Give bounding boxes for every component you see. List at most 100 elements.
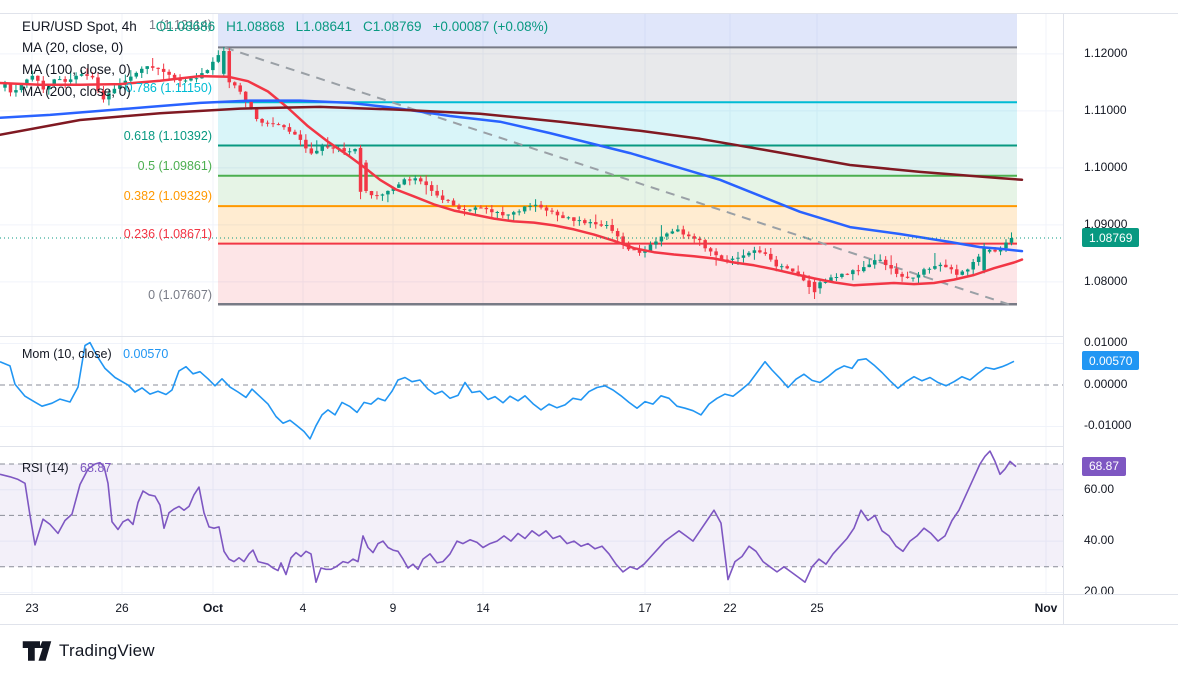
momentum-pane[interactable] bbox=[0, 336, 1063, 446]
candle-body bbox=[216, 55, 221, 62]
candle-body bbox=[440, 195, 445, 200]
time-axis[interactable]: 23 26 Oct 4 9 14 17 22 25 Nov bbox=[0, 594, 1178, 624]
tradingview-brand-text: TradingView bbox=[59, 641, 155, 660]
candle-body bbox=[150, 66, 155, 68]
candle-body bbox=[309, 148, 314, 154]
candle-body bbox=[648, 244, 653, 251]
candle-body bbox=[511, 212, 516, 215]
candle-body bbox=[293, 131, 297, 135]
price-pane[interactable] bbox=[0, 14, 1063, 336]
candle-body bbox=[572, 217, 576, 221]
candle-body bbox=[752, 250, 757, 253]
fib-label: 1 (1.12114) bbox=[148, 18, 212, 32]
candle-body bbox=[829, 277, 833, 282]
candle-body bbox=[659, 236, 664, 242]
candle-body bbox=[194, 78, 199, 80]
time-label-22: 22 bbox=[723, 601, 737, 615]
candle-body bbox=[30, 75, 35, 80]
fib-label: 0.786 (1.11150) bbox=[125, 81, 212, 95]
rsi-tick: 40.00 bbox=[1084, 533, 1115, 548]
candle-body bbox=[260, 119, 264, 123]
candle-body bbox=[566, 217, 571, 219]
candle-body bbox=[364, 162, 368, 191]
candle-body bbox=[14, 90, 18, 93]
candle-body bbox=[435, 190, 439, 196]
candle-body bbox=[883, 259, 888, 265]
price-tick: 1.12000 bbox=[1084, 45, 1128, 60]
candle-body bbox=[161, 68, 166, 72]
candle-body bbox=[1004, 242, 1008, 249]
time-label-nov: Nov bbox=[1034, 601, 1058, 615]
price-tick: 1.08000 bbox=[1084, 273, 1128, 288]
candle-body bbox=[834, 277, 839, 278]
pane-divider-rsi[interactable] bbox=[0, 446, 1063, 447]
candle-body bbox=[408, 179, 412, 181]
candle-body bbox=[473, 207, 478, 210]
candle-body bbox=[867, 264, 872, 268]
candle-body bbox=[987, 249, 992, 252]
candle-body bbox=[57, 79, 62, 81]
candle-body bbox=[386, 190, 390, 195]
candle-body bbox=[971, 262, 975, 270]
candle-body bbox=[468, 209, 472, 211]
candle-body bbox=[528, 205, 532, 207]
momentum-legend[interactable]: Mom (10, close) 0.00570 bbox=[22, 347, 168, 361]
momentum-tick: 0.01000 bbox=[1084, 335, 1128, 350]
momentum-label: Mom (10, close) bbox=[22, 347, 112, 361]
time-label-9: 9 bbox=[389, 601, 397, 615]
candle-body bbox=[391, 187, 396, 191]
candle-body bbox=[347, 151, 352, 153]
candle-body bbox=[3, 84, 7, 88]
fib-band bbox=[218, 175, 1017, 207]
momentum-line bbox=[0, 341, 1015, 440]
fib-band bbox=[218, 243, 1017, 305]
candle-body bbox=[949, 267, 954, 270]
ohlc-high: H1.08868 bbox=[226, 19, 285, 34]
candle-body bbox=[741, 255, 746, 258]
candle-body bbox=[490, 209, 494, 213]
ma200-line bbox=[0, 105, 1024, 182]
ma100-legend[interactable]: MA (100, close, 0) bbox=[22, 62, 131, 77]
rsi-legend[interactable]: RSI (14) 68.87 bbox=[22, 461, 111, 475]
candle-body bbox=[19, 84, 24, 91]
candle-body bbox=[812, 281, 817, 293]
candle-body bbox=[594, 222, 598, 225]
candle-body bbox=[976, 256, 981, 262]
symbol-title[interactable]: EUR/USD Spot, 4h bbox=[22, 19, 137, 34]
candle-body bbox=[304, 139, 308, 149]
pane-divider-momentum[interactable] bbox=[0, 336, 1063, 337]
candle-body bbox=[774, 259, 779, 267]
candle-body bbox=[276, 124, 281, 126]
candle-body bbox=[851, 270, 855, 275]
candle-body bbox=[533, 204, 538, 206]
candle-body bbox=[561, 215, 565, 219]
candle-body bbox=[211, 61, 215, 71]
price-tick: 1.10000 bbox=[1084, 159, 1128, 174]
tradingview-logo-icon bbox=[22, 641, 52, 661]
candle-body bbox=[90, 75, 95, 78]
symbol-legend[interactable]: EUR/USD Spot, 4h O1.08686 H1.08868 L1.08641… bbox=[22, 16, 548, 38]
ma200-legend[interactable]: MA (200, close, 0) bbox=[22, 84, 131, 99]
price-scale[interactable]: 1.12000 1.11000 1.10000 1.09000 1.08000 0.010… bbox=[1063, 13, 1178, 598]
candle-body bbox=[856, 270, 861, 272]
candle-body bbox=[681, 229, 686, 235]
candle-body bbox=[632, 249, 636, 251]
candle-body bbox=[402, 179, 407, 185]
ma20-legend[interactable]: MA (20, close, 0) bbox=[22, 40, 124, 55]
ohlc-change: +0.00087 (+0.08%) bbox=[432, 19, 549, 34]
candle-body bbox=[610, 225, 614, 231]
candle-body bbox=[916, 274, 921, 278]
candle-body bbox=[637, 249, 642, 253]
candle-body bbox=[375, 195, 379, 197]
rsi-pane[interactable] bbox=[0, 446, 1063, 594]
fib-band-above-1 bbox=[218, 14, 1017, 48]
candle-body bbox=[36, 75, 40, 81]
candle-body bbox=[927, 268, 932, 270]
candle-body bbox=[894, 268, 899, 274]
tradingview-branding[interactable]: TradingView bbox=[22, 639, 155, 663]
time-axis-border bbox=[0, 594, 1178, 595]
candle-body bbox=[315, 150, 319, 154]
candle-body bbox=[418, 178, 423, 182]
candle-body bbox=[922, 269, 926, 275]
